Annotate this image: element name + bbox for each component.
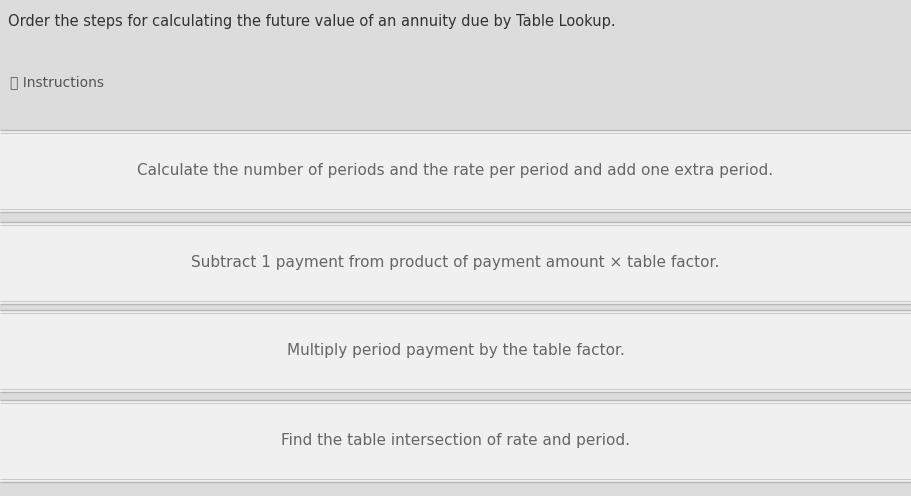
Text: Find the table intersection of rate and period.: Find the table intersection of rate and …: [281, 434, 630, 448]
Text: Subtract 1 payment from product of payment amount × table factor.: Subtract 1 payment from product of payme…: [191, 255, 720, 270]
Text: Calculate the number of periods and the rate per period and add one extra period: Calculate the number of periods and the …: [138, 164, 773, 179]
Bar: [0, 310, 911, 392]
Bar: [0, 400, 911, 482]
Text: Multiply period payment by the table factor.: Multiply period payment by the table fac…: [287, 344, 624, 359]
Bar: [0, 222, 911, 304]
Text: ⓘ Instructions: ⓘ Instructions: [10, 75, 104, 89]
Text: Order the steps for calculating the future value of an annuity due by Table Look: Order the steps for calculating the futu…: [8, 14, 616, 29]
Bar: [0, 130, 911, 212]
